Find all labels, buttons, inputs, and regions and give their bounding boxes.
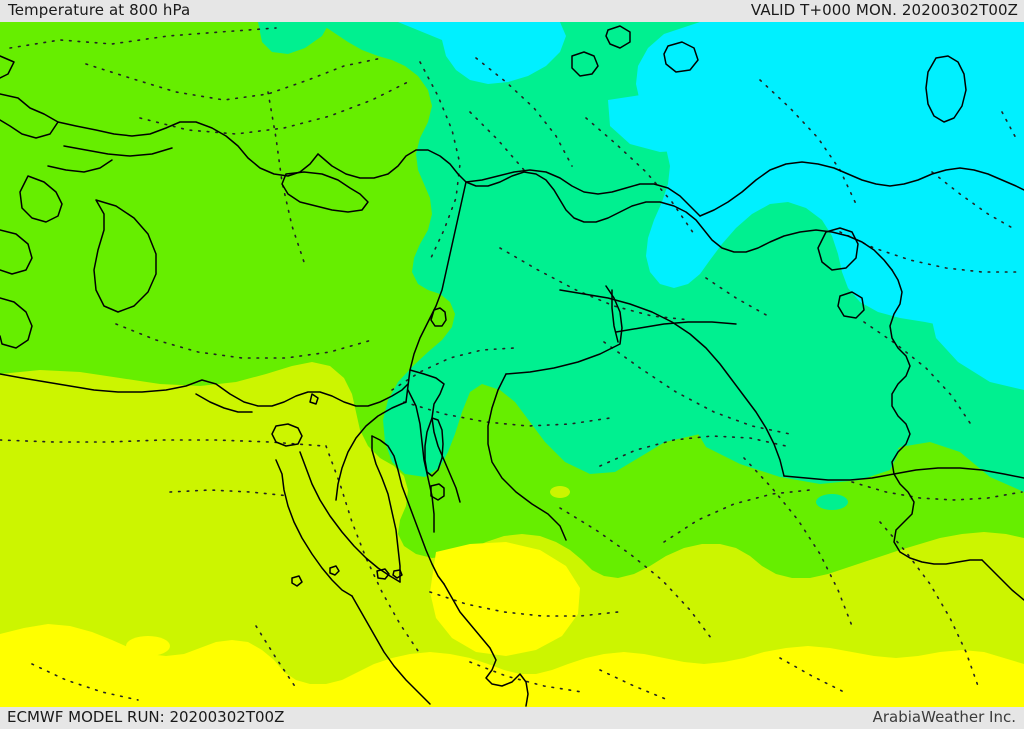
border-egypt-israel: [335, 401, 407, 501]
border-kuwait-north: [615, 321, 737, 333]
coast-red-sea-west: [351, 595, 431, 705]
band-cyan-mediterranean: [398, 22, 566, 84]
border-egypt-israel-sinai: [407, 389, 435, 533]
coast-red-sea-island-d: [291, 575, 303, 587]
coast-levant: [405, 181, 467, 403]
band-spring-green-speck: [816, 494, 848, 510]
band-spring-green-ne-saudi: [690, 414, 900, 484]
band-cyan: [636, 22, 1024, 352]
coast-aegean-turkey: [0, 55, 15, 79]
band-yellow: [0, 624, 1024, 707]
band-yellow-red-sea: [430, 542, 580, 656]
header-bar: Temperature at 800 hPa VALID T+000 MON. …: [0, 0, 1024, 22]
coast-lake-nw-a: [571, 51, 599, 77]
border-syria-iraq: [559, 289, 785, 477]
coast-lake-nw-c: [605, 25, 631, 49]
coast-red-sea-east: [443, 583, 529, 707]
band-cyan-ne-syria: [608, 92, 718, 152]
border-iraq-iran: [889, 269, 983, 565]
coast-nile-small: [309, 393, 319, 405]
band-cyan-speck-ne: [942, 40, 982, 64]
coast-persian-gulf: [981, 559, 1024, 601]
coast-nile-delta-inner: [195, 393, 253, 413]
map-canvas[interactable]: [0, 22, 1024, 707]
coast-lake-urmia: [925, 55, 967, 123]
border-jordan-saudi: [487, 373, 567, 541]
band-cyan-zagros: [930, 302, 1024, 390]
provider-credit: ArabiaWeather Inc.: [872, 708, 1016, 726]
footer-bar: ECMWF MODEL RUN: 20200302T00Z ArabiaWeat…: [0, 707, 1024, 729]
coast-cyprus: [281, 171, 369, 213]
coast-egypt-mediterranean: [0, 373, 409, 407]
coast-turkey-south: [317, 149, 893, 271]
coast-red-sea-island-a: [376, 568, 390, 580]
coastlines-and-borders: [0, 25, 1024, 707]
coast-lake-nw-b: [663, 41, 699, 73]
band-yellow-green-speck-egypt: [550, 486, 570, 498]
model-run-label: ECMWF MODEL RUN: 20200302T00Z: [7, 708, 285, 726]
coast-sea-of-galilee: [430, 307, 447, 327]
coast-gulf-of-suez-east: [299, 451, 401, 583]
border-turkey-iran: [699, 161, 1024, 217]
coast-bardawil-lagoon: [271, 423, 303, 447]
coast-red-sea-island-c: [329, 565, 340, 576]
page-title: Temperature at 800 hPa: [8, 1, 191, 19]
border-saudi-iraq-line: [783, 467, 1024, 481]
coast-lake-small-se: [837, 291, 865, 319]
coast-gulf-of-aqaba: [371, 435, 401, 583]
border-segment-vertical: [611, 289, 619, 343]
border-syria-turkey: [465, 169, 701, 217]
admin-boundaries-dotted: [0, 27, 1023, 701]
band-yellow-green: [0, 362, 1024, 707]
coast-red-sea-island-b: [392, 569, 403, 579]
coast-aqaba-east: [371, 435, 445, 585]
coast-small-lake-south: [430, 483, 445, 501]
coast-sinai-suez: [275, 459, 353, 597]
temperature-field-svg: [0, 22, 1024, 707]
border-jordan-iraq: [505, 285, 623, 375]
band-spring-green-aegean: [258, 22, 330, 54]
coast-dead-sea: [424, 417, 444, 477]
band-yellow-speck-egypt: [126, 636, 170, 656]
valid-time-label: VALID T+000 MON. 20200302T00Z: [750, 1, 1018, 19]
band-yellow-green-speck-sinai: [282, 539, 306, 553]
coast-lake-van: [817, 227, 859, 271]
